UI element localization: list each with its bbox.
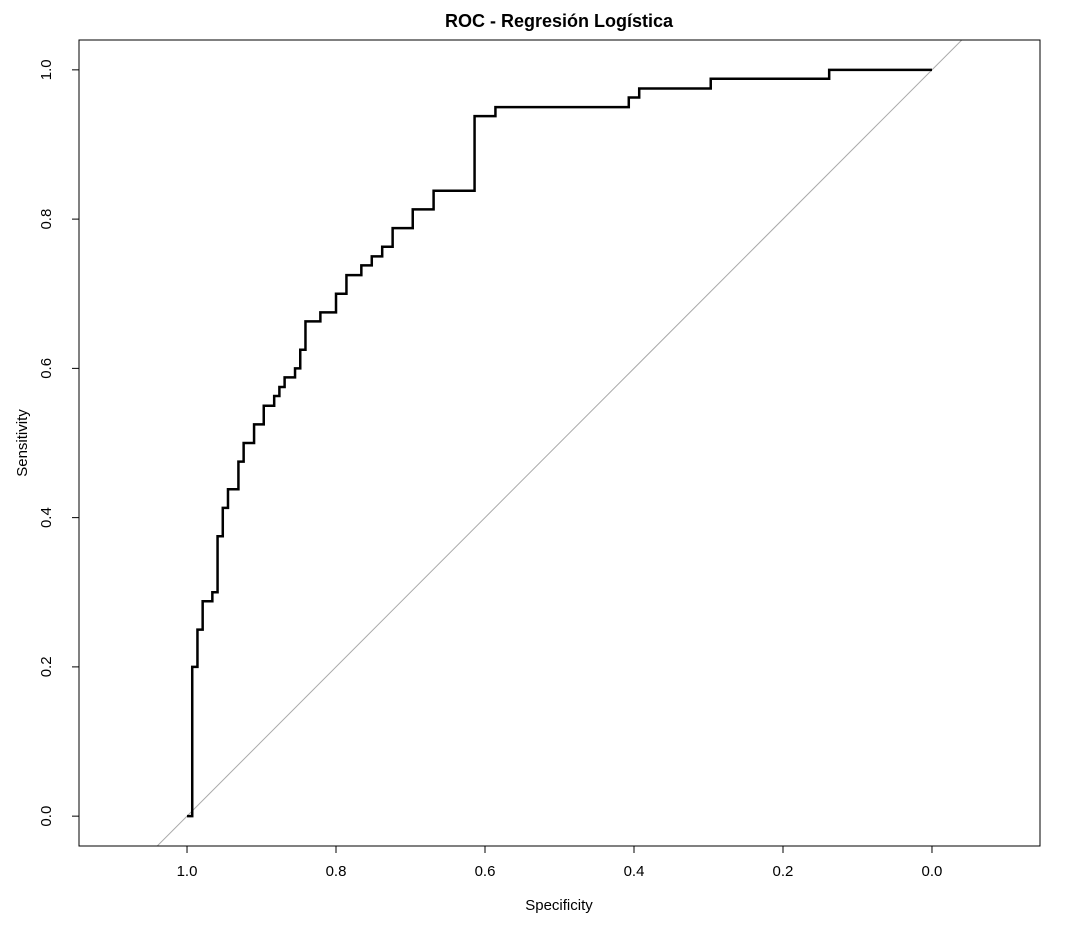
reference-diagonal-line [156, 40, 963, 846]
y-tick-label: 1.0 [38, 59, 55, 80]
x-tick-label: 0.2 [773, 863, 794, 880]
roc-curve-line [187, 68, 932, 818]
x-axis: 1.0 0.8 0.6 0.4 0.2 0.0 [177, 845, 943, 880]
x-tick-label: 0.6 [475, 863, 496, 880]
x-tick-label: 0.4 [624, 863, 645, 880]
y-tick-label: 0.2 [38, 656, 55, 677]
x-tick-label: 0.8 [326, 863, 347, 880]
x-tick-label: 0.0 [922, 863, 943, 880]
chart-title: ROC - Regresión Logística [445, 11, 674, 31]
x-tick-label: 1.0 [177, 863, 198, 880]
y-tick-label: 0.4 [38, 507, 55, 528]
y-axis-title: Sensitivity [14, 409, 31, 477]
plot-layer [156, 40, 963, 846]
y-tick-label: 0.6 [38, 358, 55, 379]
y-axis: 0.0 0.2 0.4 0.6 0.8 1.0 [38, 59, 80, 827]
x-axis-title: Specificity [525, 897, 593, 914]
y-tick-label: 0.0 [38, 806, 55, 827]
y-tick-label: 0.8 [38, 209, 55, 230]
